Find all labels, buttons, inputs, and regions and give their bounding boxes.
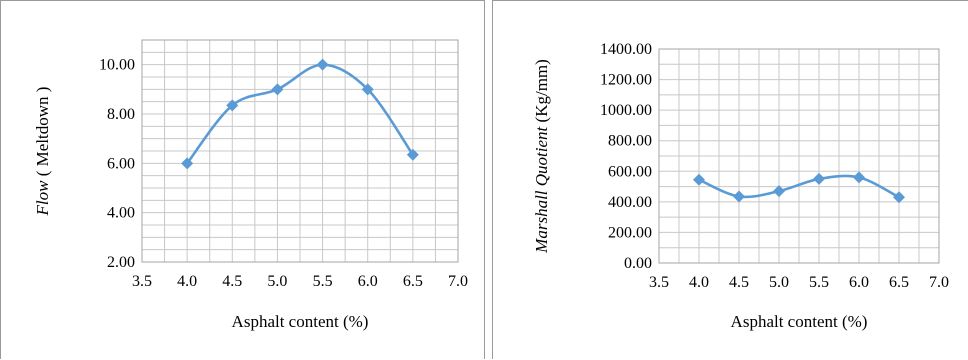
y-tick-label: 800.00 — [608, 133, 652, 150]
x-axis-title: Asphalt content (%) — [232, 312, 369, 331]
y-axis-title-unit: ( Meltdown ) — [33, 87, 52, 181]
gridlines — [658, 48, 940, 264]
x-tick-label: 5.0 — [769, 274, 789, 291]
y-axis-title-unit: (Kg/mm) — [532, 59, 551, 127]
y-tick-label: 0.00 — [624, 255, 652, 272]
y-axis-title-italic: Flow — [33, 180, 52, 217]
flow-chart: 3.5 4.0 4.5 5.0 5.5 6.0 6.5 7.0 2.00 4.00 6.00 8.00… — [33, 39, 468, 331]
data-point-marker — [853, 171, 865, 184]
y-axis-title: Marshall Quotient (Kg/mm) — [532, 59, 551, 254]
y-axis-title: Flow ( Meltdown ) — [33, 87, 52, 217]
x-tick-label: 7.0 — [929, 274, 949, 291]
flow-chart-panel: 3.5 4.0 4.5 5.0 5.5 6.0 6.5 7.0 2.00 4.00 6.00 8.00… — [0, 0, 485, 359]
y-tick-label: 400.00 — [608, 194, 652, 211]
marshall-quotient-chart: 3.5 4.0 4.5 5.0 5.5 6.0 6.5 7.0 0.00 200.00 400.00… — [532, 41, 949, 331]
y-tick-label: 200.00 — [608, 224, 652, 241]
data-point-marker — [226, 99, 239, 112]
y-tick-label: 1200.00 — [600, 72, 652, 89]
data-point-marker — [316, 58, 329, 71]
y-tick-label: 4.00 — [107, 205, 135, 222]
data-point-marker — [893, 191, 905, 204]
x-tick-label: 4.0 — [689, 274, 709, 291]
x-tick-label: 5.5 — [313, 273, 333, 290]
x-tick-label: 7.0 — [448, 273, 468, 290]
data-point-marker — [271, 83, 284, 96]
x-tick-label: 5.5 — [809, 274, 829, 291]
x-tick-label: 3.5 — [649, 274, 669, 291]
y-tick-label: 8.00 — [107, 106, 135, 123]
x-tick-label: 3.5 — [132, 273, 152, 290]
x-tick-label: 4.5 — [729, 274, 749, 291]
y-tick-label: 1400.00 — [600, 41, 652, 58]
plot-area-border — [141, 39, 459, 263]
y-tick-label: 2.00 — [107, 254, 135, 271]
x-axis-title: Asphalt content (%) — [731, 312, 868, 331]
y-axis-title-italic: Marshall Quotient — [532, 125, 551, 253]
data-point-marker — [813, 172, 825, 185]
data-point-marker — [693, 173, 705, 186]
y-tick-label: 10.00 — [99, 57, 135, 74]
x-tick-label: 6.5 — [403, 273, 423, 290]
data-point-marker — [181, 157, 194, 170]
data-point-marker — [406, 148, 419, 161]
y-tick-label: 600.00 — [608, 163, 652, 180]
data-point-marker — [733, 190, 745, 203]
y-tick-label: 6.00 — [107, 155, 135, 172]
x-tick-label: 6.5 — [889, 274, 909, 291]
gridlines — [141, 39, 459, 263]
marshall-quotient-chart-panel: 3.5 4.0 4.5 5.0 5.5 6.0 6.5 7.0 0.00 200.00 400.00… — [492, 0, 968, 359]
plot-area-border — [658, 48, 940, 264]
series-line — [186, 63, 414, 165]
data-point-marker — [773, 185, 785, 198]
x-tick-label: 4.0 — [177, 273, 197, 290]
y-tick-label: 1000.00 — [600, 102, 652, 119]
x-tick-label: 5.0 — [267, 273, 287, 290]
x-tick-label: 4.5 — [222, 273, 242, 290]
x-tick-label: 6.0 — [358, 273, 378, 290]
x-tick-label: 6.0 — [849, 274, 869, 291]
data-point-marker — [361, 83, 374, 96]
